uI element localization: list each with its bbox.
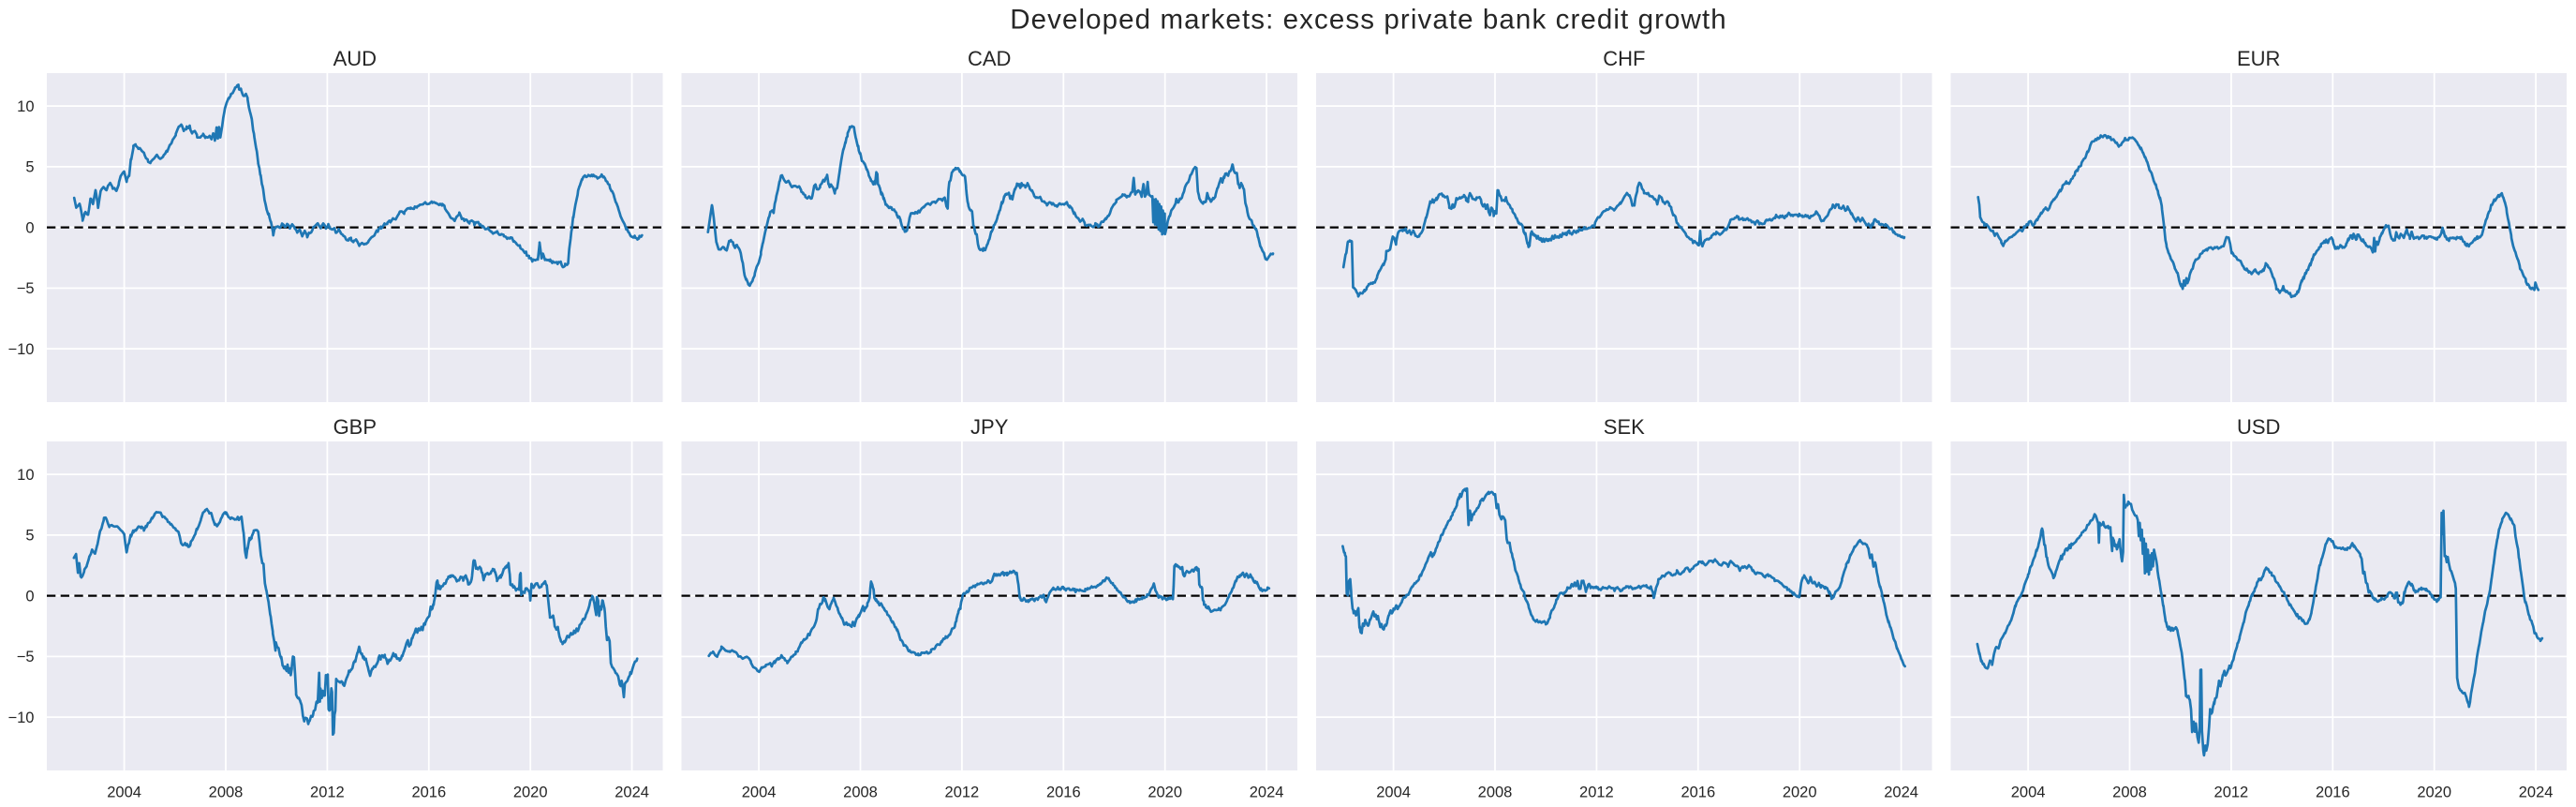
svg-text:10: 10	[17, 467, 34, 484]
svg-text:JPY: JPY	[970, 415, 1009, 439]
svg-text:2004: 2004	[1376, 785, 1411, 801]
svg-text:−5: −5	[17, 280, 35, 297]
svg-text:EUR: EUR	[2237, 47, 2280, 70]
svg-text:SEK: SEK	[1604, 415, 1645, 439]
svg-text:2020: 2020	[1147, 785, 1182, 801]
svg-text:GBP: GBP	[333, 415, 377, 439]
svg-text:−10: −10	[8, 710, 35, 726]
svg-text:2024: 2024	[2519, 785, 2554, 801]
svg-text:2012: 2012	[2214, 785, 2249, 801]
svg-text:0: 0	[25, 219, 34, 236]
svg-text:2012: 2012	[945, 785, 980, 801]
svg-text:−10: −10	[8, 341, 35, 358]
svg-text:−5: −5	[17, 649, 35, 665]
svg-text:5: 5	[25, 528, 34, 545]
svg-text:2004: 2004	[107, 785, 141, 801]
svg-text:2008: 2008	[209, 785, 244, 801]
svg-text:CHF: CHF	[1603, 47, 1645, 70]
svg-text:2016: 2016	[1680, 785, 1715, 801]
svg-text:2016: 2016	[411, 785, 446, 801]
svg-text:10: 10	[17, 98, 34, 115]
svg-text:2024: 2024	[1884, 785, 1918, 801]
svg-text:2016: 2016	[2316, 785, 2350, 801]
svg-text:2020: 2020	[1783, 785, 1817, 801]
svg-text:USD: USD	[2237, 415, 2280, 439]
svg-text:2020: 2020	[513, 785, 548, 801]
svg-text:AUD: AUD	[333, 47, 377, 70]
svg-text:2008: 2008	[1478, 785, 1513, 801]
svg-text:2008: 2008	[843, 785, 878, 801]
svg-text:2024: 2024	[1250, 785, 1284, 801]
svg-text:2012: 2012	[310, 785, 345, 801]
svg-text:2004: 2004	[2011, 785, 2046, 801]
svg-text:Developed markets: excess priv: Developed markets: excess private bank c…	[1010, 5, 1727, 36]
svg-text:2016: 2016	[1046, 785, 1081, 801]
svg-text:2024: 2024	[614, 785, 649, 801]
svg-text:0: 0	[25, 588, 34, 605]
svg-text:5: 5	[25, 159, 34, 176]
svg-text:CAD: CAD	[968, 47, 1011, 70]
svg-text:2012: 2012	[1579, 785, 1614, 801]
svg-text:2004: 2004	[742, 785, 777, 801]
svg-text:2008: 2008	[2112, 785, 2147, 801]
svg-text:2020: 2020	[2417, 785, 2451, 801]
